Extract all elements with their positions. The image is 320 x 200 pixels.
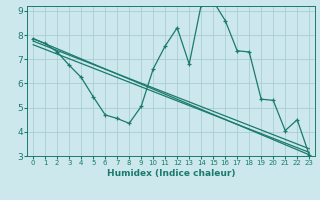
X-axis label: Humidex (Indice chaleur): Humidex (Indice chaleur) — [107, 169, 236, 178]
